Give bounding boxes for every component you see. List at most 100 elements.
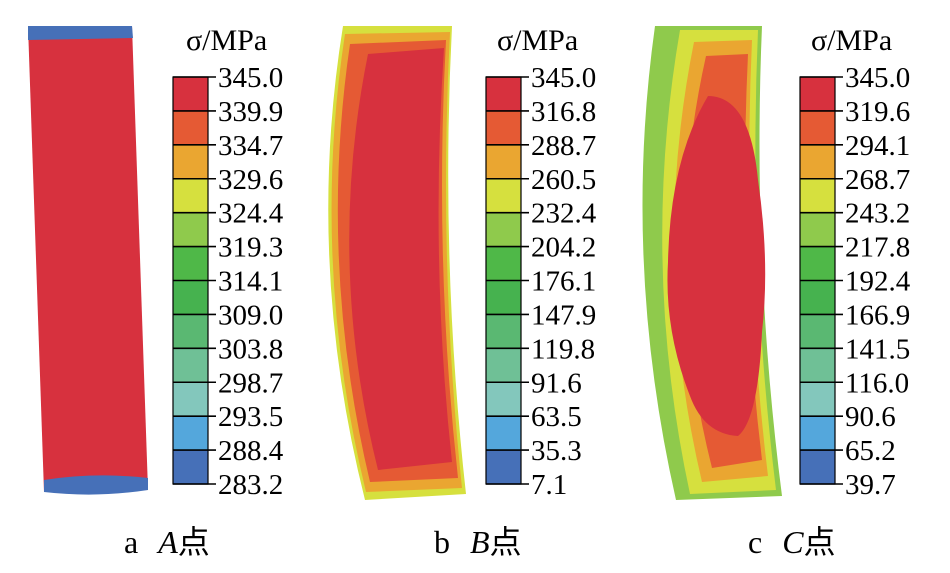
legend-c-tick-label: 192.4 <box>845 266 911 298</box>
legend-b-tick-label: 345.0 <box>531 62 596 94</box>
legend-b-tick-label: 63.5 <box>531 401 582 433</box>
legend-c-tick-label: 116.0 <box>845 367 909 399</box>
legend-b: σ/MPa 345.0316.8288.7260.5232.4204.2176.… <box>485 24 597 501</box>
legend-a-ticks: 345.0339.9334.7329.6324.4319.3314.1309.0… <box>173 62 284 501</box>
specimen-c <box>642 26 782 500</box>
legend-b-swatch <box>486 144 521 180</box>
legend-c-swatch <box>800 348 835 383</box>
legend-a-swatch <box>173 416 208 451</box>
legend-a-unit-label: σ/MPa <box>186 24 267 57</box>
legend-b-tick-label: 176.1 <box>531 266 596 298</box>
legend-b-swatch <box>486 212 521 248</box>
legend-c-swatch <box>800 450 835 485</box>
legend-a-swatch <box>173 212 208 248</box>
legend-b-tick-label: 260.5 <box>531 164 596 196</box>
legend-a-swatch <box>173 382 208 417</box>
specimen-a-top-cap <box>28 26 133 40</box>
legend-a-tick-label: 324.4 <box>218 198 284 230</box>
legend-a-swatch <box>173 246 208 282</box>
caption-a: a A点 <box>124 524 210 560</box>
legend-b-tick-label: 7.1 <box>531 469 567 501</box>
legend-a-tick-label: 288.4 <box>218 435 284 467</box>
legend-b-tick-label: 119.8 <box>531 333 595 365</box>
legend-a-tick-label: 309.0 <box>218 299 283 331</box>
legend-b-swatch <box>486 416 521 451</box>
legend-c-tick-label: 268.7 <box>845 164 910 196</box>
legend-a-tick-label: 314.1 <box>218 266 283 298</box>
specimen-a <box>28 26 148 495</box>
legend-b-tick-label: 147.9 <box>531 299 596 331</box>
legend-a-tick-label: 298.7 <box>218 367 283 399</box>
legend-b-swatch <box>486 382 521 417</box>
legend-a: σ/MPa 345.0339.9334.7329.6324.4319.3314.… <box>172 24 284 501</box>
caption-b-letter: b <box>434 524 450 560</box>
legend-b-tick-label: 91.6 <box>531 367 582 399</box>
caption-b-suffix: 点 <box>490 524 522 560</box>
legend-a-swatch <box>173 450 208 485</box>
caption-a-point: A <box>156 524 178 560</box>
legend-a-swatch <box>173 144 208 180</box>
legend-c-swatch <box>800 382 835 417</box>
legend-b-swatch <box>486 280 521 316</box>
legend-b-tick-label: 204.2 <box>531 232 596 264</box>
legend-b-tick-label: 316.8 <box>531 96 596 128</box>
legend-a-tick-label: 345.0 <box>218 62 283 94</box>
legend-c-swatch <box>800 178 835 214</box>
caption-b-point: B <box>470 524 490 560</box>
legend-a-tick-label: 339.9 <box>218 96 283 128</box>
legend-b-swatch <box>486 77 521 112</box>
legend-c-swatch <box>800 110 835 146</box>
legend-b-swatch <box>486 348 521 383</box>
legend-a-swatch <box>173 280 208 316</box>
specimen-c-band-5 <box>667 96 766 436</box>
legend-b-swatch <box>486 314 521 349</box>
legend-c-tick-label: 319.6 <box>845 96 910 128</box>
legend-c-swatch <box>800 280 835 316</box>
legend-c-swatch <box>800 212 835 248</box>
legend-c-swatch <box>800 416 835 451</box>
legend-b-swatch <box>486 178 521 214</box>
specimen-a-bottom-cap <box>44 475 148 495</box>
legend-c-tick-label: 39.7 <box>845 469 896 501</box>
legend-c-ticks: 345.0319.6294.1268.7243.2217.8192.4166.9… <box>800 62 911 501</box>
legend-c-tick-label: 65.2 <box>845 435 896 467</box>
legend-c-tick-label: 217.8 <box>845 232 910 264</box>
legend-b-swatch <box>486 450 521 485</box>
legend-b-colorbar <box>485 76 522 485</box>
legend-a-tick-label: 283.2 <box>218 469 283 501</box>
legend-c-tick-label: 345.0 <box>845 62 910 94</box>
caption-b: b B点 <box>434 524 522 560</box>
legend-c-tick-label: 166.9 <box>845 299 910 331</box>
caption-a-suffix: 点 <box>178 524 210 560</box>
legend-c: σ/MPa 345.0319.6294.1268.7243.2217.8192.… <box>799 24 911 501</box>
legend-a-swatch <box>173 314 208 349</box>
specimen-b <box>328 26 466 500</box>
legend-c-swatch <box>800 246 835 282</box>
legend-b-tick-label: 232.4 <box>531 198 597 230</box>
legend-c-swatch <box>800 77 835 112</box>
legend-a-tick-label: 293.5 <box>218 401 283 433</box>
caption-c-point: C <box>782 524 804 560</box>
legend-a-swatch <box>173 178 208 214</box>
legend-c-colorbar <box>799 76 836 485</box>
legend-c-tick-label: 294.1 <box>845 130 910 162</box>
legend-a-tick-label: 329.6 <box>218 164 283 196</box>
legend-a-swatch <box>173 348 208 383</box>
legend-b-tick-label: 288.7 <box>531 130 596 162</box>
legend-a-tick-label: 319.3 <box>218 232 283 264</box>
legend-a-swatch <box>173 110 208 146</box>
legend-b-tick-label: 35.3 <box>531 435 582 467</box>
legend-b-unit-label: σ/MPa <box>497 24 578 57</box>
legend-a-tick-label: 334.7 <box>218 130 283 162</box>
legend-c-tick-label: 90.6 <box>845 401 896 433</box>
caption-c-letter: c <box>748 524 762 560</box>
caption-c-suffix: 点 <box>804 524 836 560</box>
legend-c-swatch <box>800 144 835 180</box>
specimen-a-body <box>28 26 148 492</box>
legend-c-unit-label: σ/MPa <box>811 24 892 57</box>
legend-c-tick-label: 141.5 <box>845 333 910 365</box>
legend-c-tick-label: 243.2 <box>845 198 910 230</box>
legend-b-ticks: 345.0316.8288.7260.5232.4204.2176.1147.9… <box>486 62 597 501</box>
legend-a-tick-label: 303.8 <box>218 333 283 365</box>
